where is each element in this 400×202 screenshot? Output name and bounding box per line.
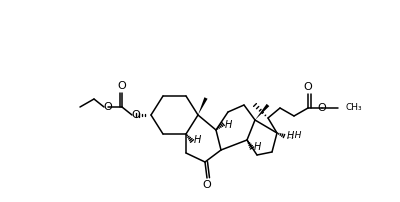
Text: O: O (203, 180, 211, 190)
Text: O: O (304, 82, 312, 92)
Text: O: O (132, 110, 140, 120)
Text: H: H (193, 135, 201, 145)
Text: ...H: ...H (286, 132, 301, 141)
Polygon shape (255, 104, 269, 120)
Text: CH₃: CH₃ (345, 103, 362, 113)
Text: O: O (104, 102, 112, 112)
Text: O: O (118, 81, 126, 91)
Polygon shape (198, 97, 208, 115)
Text: H: H (224, 120, 232, 130)
Text: H: H (253, 142, 261, 152)
Text: H: H (286, 131, 294, 141)
Text: O: O (318, 103, 326, 113)
